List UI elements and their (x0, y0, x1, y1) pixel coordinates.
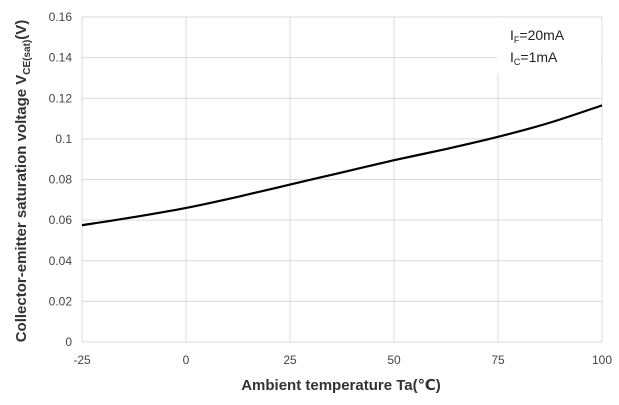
condition-legend: IF=20mA IC=1mA (497, 18, 601, 74)
condition-text: IF=20mA (510, 27, 565, 45)
x-tick-label: 25 (283, 353, 297, 367)
y-tick-label: 0.04 (49, 254, 73, 268)
x-tick-label: 100 (592, 353, 612, 367)
series-layer (81, 104, 603, 227)
grid (81, 16, 603, 343)
y-tick-label: 0.12 (49, 91, 73, 105)
y-axis-title: Collector-emitter saturation voltage VCE… (13, 20, 33, 343)
x-tick-label: -25 (73, 353, 91, 367)
x-tick-label: 75 (491, 353, 505, 367)
x-tick-label: 0 (183, 353, 190, 367)
x-axis-title: Ambient temperature Ta(℃) (241, 377, 441, 394)
condition-box (497, 18, 601, 74)
y-axis-title-unit: (V) (13, 20, 30, 40)
y-tick-label: 0.06 (49, 213, 73, 227)
y-tick-label: 0.1 (55, 132, 72, 146)
x-tick-label: 50 (387, 353, 401, 367)
y-tick-labels: 0 0.02 0.04 0.06 0.08 0.1 0.12 0.14 0.16 (49, 10, 73, 349)
y-tick-label: 0.02 (49, 294, 73, 308)
y-tick-label: 0 (65, 335, 72, 349)
x-tick-labels: -25 0 25 50 75 100 (73, 353, 612, 367)
y-tick-label: 0.16 (49, 10, 73, 24)
condition-text: IC=1mA (510, 49, 558, 67)
y-axis-title-subscript: CE(sat) (22, 40, 33, 75)
y-axis-title-main: Collector-emitter saturation voltage V (13, 75, 30, 343)
series-line (81, 104, 603, 227)
y-tick-label: 0.14 (49, 51, 73, 65)
y-tick-label: 0.08 (49, 173, 73, 187)
